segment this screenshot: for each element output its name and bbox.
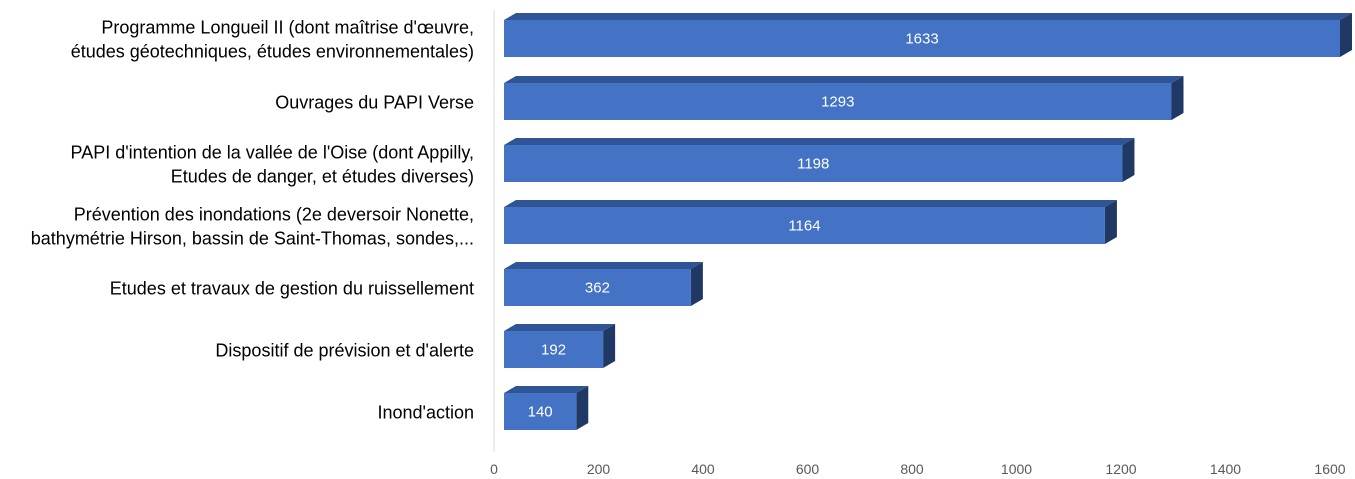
category-label: Etudes de danger, et études diverses) [171,167,474,187]
x-tick-label: 1600 [1314,461,1345,477]
bar-top-face [504,200,1117,207]
bar-side-face [576,386,589,430]
bar-front-face [504,20,1340,57]
bar-4: 362 [504,262,703,306]
bar-front-face [504,331,604,368]
category-label: bathymétrie Hirson, bassin de Saint-Thom… [31,229,474,249]
bar-front-face [504,207,1105,244]
data-label: 140 [528,404,553,421]
x-tick-label: 1400 [1210,461,1241,477]
bar-side-face [603,324,616,368]
bar-side-face [1171,76,1184,120]
bar-top-face [504,386,589,393]
bar-top-face [504,76,1184,83]
data-label: 362 [585,280,610,297]
bar-top-face [504,138,1135,145]
data-label: 1293 [821,94,854,111]
bar-side-face [1122,138,1135,182]
x-tick-label: 0 [490,461,498,477]
x-tick-label: 1200 [1105,461,1136,477]
bar-side-face [690,262,703,306]
category-labels: Programme Longueil II (dont maîtrise d'œ… [31,18,474,423]
bar-front-face [504,83,1172,120]
bar-top-face [504,262,703,269]
bar-2: 1198 [504,138,1135,182]
bar-top-face [504,13,1352,20]
x-tick-label: 200 [587,461,611,477]
category-label: Ouvrages du PAPI Verse [275,93,474,113]
category-label: Etudes et travaux de gestion du ruissell… [110,279,474,299]
category-label: Prévention des inondations (2e deversoir… [74,205,474,225]
category-label: PAPI d'intention de la vallée de l'Oise … [71,143,474,163]
bar-front-face [504,269,691,306]
bar-5: 192 [504,324,616,368]
x-tick-label: 600 [796,461,820,477]
data-label: 192 [541,342,566,359]
data-label: 1633 [905,31,938,48]
category-label: Inond'action [377,403,474,423]
data-label: 1198 [797,156,829,173]
category-label: études géotechniques, études environneme… [71,42,474,62]
x-tick-label: 800 [900,461,924,477]
bar-front-face [504,393,577,430]
bar-1: 1293 [504,76,1184,120]
data-label: 1164 [788,218,820,235]
x-tick-label: 400 [691,461,715,477]
bar-3: 1164 [504,200,1117,244]
x-axis-ticks: 0 200 400 600 800 1000 1200 1400 1600 [490,461,1346,477]
bar-top-face [504,324,616,331]
bar-side-face [1104,200,1117,244]
category-label: Programme Longueil II (dont maîtrise d'œ… [101,18,474,38]
category-label: Dispositif de prévision et d'alerte [215,341,474,361]
bar-front-face [504,145,1123,182]
bars-group: 1633 1293 1198 1164 362 192 140 [504,13,1352,430]
x-tick-label: 1000 [1001,461,1032,477]
bar-side-face [1340,13,1352,57]
bar-6: 140 [504,386,589,430]
bar-0: 1633 [504,13,1352,57]
